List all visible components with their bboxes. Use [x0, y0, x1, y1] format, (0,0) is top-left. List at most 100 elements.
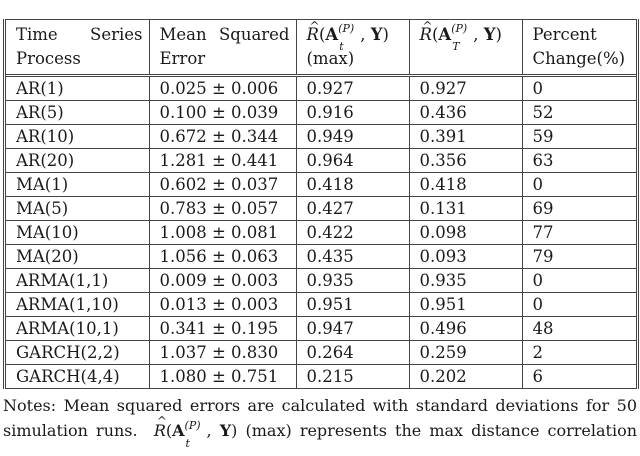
- math-superscript: (P): [451, 22, 468, 35]
- header-text: Mean: [159, 25, 207, 44]
- table-row: ARMA(1,1) 0.009 ± 0.003 0.935 0.935 0: [6, 268, 636, 293]
- cell-percent-change: 79: [521, 244, 636, 269]
- cell-r-max: 0.951: [295, 292, 410, 317]
- cell-r-max: 0.916: [295, 100, 410, 125]
- cell-process: AR(10): [6, 124, 150, 149]
- cell-r-T: 0.098: [408, 220, 523, 245]
- cell-process: AR(1): [6, 75, 150, 101]
- cell-mse: 0.341 ± 0.195: [148, 316, 297, 341]
- header-mean-squared-error: Mean Squared Error: [148, 19, 297, 77]
- cell-percent-change: 48: [521, 316, 636, 341]
- table-body: AR(1) 0.025 ± 0.006 0.927 0.927 0 AR(5) 0.100 …: [6, 75, 636, 389]
- table-row: GARCH(2,2) 1.037 ± 0.830 0.264 0.259 2: [6, 340, 636, 365]
- header-text: Change(%): [532, 49, 626, 68]
- cell-r-T: 0.391: [408, 124, 523, 149]
- cell-process: GARCH(2,2): [6, 340, 150, 365]
- table-row: AR(1) 0.025 ± 0.006 0.927 0.927 0: [6, 75, 636, 101]
- cell-mse: 1.080 ± 0.751: [148, 364, 297, 389]
- cell-mse: 0.100 ± 0.039: [148, 100, 297, 125]
- cell-mse: 1.037 ± 0.830: [148, 340, 297, 365]
- cell-mse: 0.602 ± 0.037: [148, 172, 297, 197]
- table-row: ARMA(1,10) 0.013 ± 0.003 0.951 0.951 0: [6, 292, 636, 317]
- cell-mse: 0.672 ± 0.344: [148, 124, 297, 149]
- cell-process: ARMA(1,10): [6, 292, 150, 317]
- math-matrix: A: [438, 25, 452, 44]
- math-subscript: t: [339, 40, 344, 53]
- header-text: Squared: [218, 25, 290, 44]
- cell-mse: 0.783 ± 0.057: [148, 196, 297, 221]
- header-text: Process: [16, 49, 81, 68]
- cell-r-max: 0.927: [295, 75, 410, 101]
- cell-r-T: 0.951: [408, 292, 523, 317]
- cell-r-max: 0.947: [295, 316, 410, 341]
- header-text: Percent: [532, 25, 597, 44]
- notes-line-1: Notes: Mean squared errors are calculate…: [3, 396, 637, 415]
- header-text: (max): [306, 49, 355, 68]
- cell-r-max: 0.427: [295, 196, 410, 221]
- notes-text: simulation runs.: [3, 421, 138, 440]
- cell-process: MA(1): [6, 172, 150, 197]
- math-expression: R(A(P)T, Y): [420, 21, 522, 54]
- math-expression: R(A(P)t, Y): [307, 21, 409, 54]
- cell-r-max: 0.215: [295, 364, 410, 389]
- cell-process: GARCH(4,4): [6, 364, 150, 389]
- hat-symbol: R: [307, 21, 321, 47]
- math-subscript: T: [452, 40, 460, 53]
- header-text: Error: [159, 49, 206, 68]
- cell-process: MA(20): [6, 244, 150, 269]
- hat-symbol: R: [154, 409, 167, 443]
- math-target: Y: [219, 421, 232, 440]
- cell-r-T: 0.093: [408, 244, 523, 269]
- table-header-row: Time Series Process Mean Squared Error R…: [6, 19, 636, 77]
- math-superscript: (P): [184, 419, 201, 432]
- math-matrix: A: [325, 25, 339, 44]
- cell-mse: 1.008 ± 0.081: [148, 220, 297, 245]
- table-row: MA(10) 1.008 ± 0.081 0.422 0.098 77: [6, 220, 636, 245]
- cell-percent-change: 6: [521, 364, 636, 389]
- cell-process: AR(20): [6, 148, 150, 173]
- header-time-series-process: Time Series Process: [6, 19, 150, 77]
- cell-r-T: 0.496: [408, 316, 523, 341]
- cell-mse: 1.056 ± 0.063: [148, 244, 297, 269]
- cell-percent-change: 0: [521, 268, 636, 293]
- header-percent-change: Percent Change(%): [521, 19, 636, 77]
- table-row: AR(20) 1.281 ± 0.441 0.964 0.356 63: [6, 148, 636, 173]
- math-target: Y: [483, 25, 496, 44]
- cell-percent-change: 77: [521, 220, 636, 245]
- cell-mse: 1.281 ± 0.441: [148, 148, 297, 173]
- results-table-container: Time Series Process Mean Squared Error R…: [3, 19, 639, 389]
- cell-r-max: 0.964: [295, 148, 410, 173]
- math-scripts: (P) T: [451, 22, 473, 53]
- cell-process: AR(5): [6, 100, 150, 125]
- cell-process: MA(5): [6, 196, 150, 221]
- notes-line-2: simulation runs. R(A(P)t, Y) (max) repre…: [3, 409, 637, 450]
- header-r-T: R(A(P)T, Y): [408, 19, 523, 77]
- cell-process: ARMA(1,1): [6, 268, 150, 293]
- cell-r-T: 0.356: [408, 148, 523, 173]
- cell-mse: 0.013 ± 0.003: [148, 292, 297, 317]
- cell-r-T: 0.202: [408, 364, 523, 389]
- cell-percent-change: 2: [521, 340, 636, 365]
- cell-r-T: 0.927: [408, 75, 523, 101]
- cell-percent-change: 0: [521, 172, 636, 197]
- cell-r-max: 0.435: [295, 244, 410, 269]
- results-table: Time Series Process Mean Squared Error R…: [6, 19, 636, 389]
- cell-r-max: 0.264: [295, 340, 410, 365]
- math-scripts: (P) t: [185, 419, 207, 450]
- cell-percent-change: 52: [521, 100, 636, 125]
- table-row: MA(20) 1.056 ± 0.063 0.435 0.093 79: [6, 244, 636, 269]
- math-subscript: t: [185, 437, 190, 450]
- cell-r-T: 0.418: [408, 172, 523, 197]
- cell-r-max: 0.418: [295, 172, 410, 197]
- cell-r-T: 0.436: [408, 100, 523, 125]
- cell-r-T: 0.935: [408, 268, 523, 293]
- math-superscript: (P): [338, 22, 355, 35]
- header-text: Series: [90, 25, 143, 44]
- cell-percent-change: 0: [521, 75, 636, 101]
- table-row: AR(10) 0.672 ± 0.344 0.949 0.391 59: [6, 124, 636, 149]
- table-row: MA(1) 0.602 ± 0.037 0.418 0.418 0: [6, 172, 636, 197]
- math-matrix: A: [172, 421, 185, 440]
- cell-r-T: 0.259: [408, 340, 523, 365]
- cell-percent-change: 69: [521, 196, 636, 221]
- cell-process: MA(10): [6, 220, 150, 245]
